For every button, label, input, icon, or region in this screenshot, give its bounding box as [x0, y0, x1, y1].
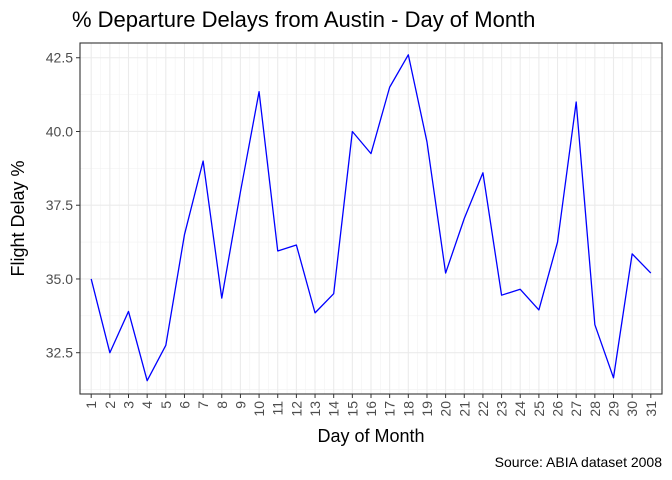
x-tick-label: 4 [139, 401, 155, 409]
x-tick-label: 13 [307, 401, 323, 417]
x-tick-label: 19 [419, 401, 435, 417]
x-tick-label: 5 [158, 401, 174, 409]
x-tick-label: 8 [214, 401, 230, 409]
plot-panel [79, 42, 663, 395]
x-tick-label: 12 [288, 401, 304, 417]
x-tick-label: 23 [494, 401, 510, 417]
y-tick-label: 32.5 [46, 345, 73, 361]
x-tick-label: 18 [400, 401, 416, 417]
x-tick-label: 6 [176, 401, 192, 409]
chart-caption: Source: ABIA dataset 2008 [495, 454, 663, 470]
x-tick-label: 11 [270, 401, 286, 416]
series-layer [90, 54, 652, 382]
y-tick-label: 37.5 [46, 197, 73, 213]
y-tick-label: 40.0 [46, 123, 73, 139]
x-tick-label: 14 [326, 401, 342, 417]
x-tick-label: 1 [83, 401, 99, 409]
x-tick-label: 21 [456, 401, 472, 417]
x-tick-label: 31 [643, 401, 659, 417]
x-tick-label: 30 [624, 401, 640, 417]
x-tick-label: 17 [382, 401, 398, 417]
grid [80, 43, 662, 394]
x-tick-label: 24 [512, 401, 528, 417]
y-axis: 32.5 35.0 37.5 40.0 42.5 [46, 50, 80, 361]
x-tick-label: 3 [121, 401, 137, 409]
x-tick-label: 28 [587, 401, 603, 417]
x-tick-label: 9 [232, 401, 248, 409]
x-tick-label: 15 [344, 401, 360, 417]
x-tick-label: 7 [195, 401, 211, 409]
x-tick-label: 20 [438, 401, 454, 417]
x-axis-title: Day of Month [317, 426, 424, 446]
y-tick-label: 35.0 [46, 271, 73, 287]
x-tick-label: 27 [568, 401, 584, 417]
x-tick-label: 25 [531, 401, 547, 417]
chart-title: % Departure Delays from Austin - Day of … [72, 7, 535, 32]
x-tick-label: 2 [102, 401, 118, 409]
y-tick-label: 42.5 [46, 50, 73, 66]
x-axis: 1 2 3 4 5 6 7 8 9 10 11 12 13 14 15 16 17 18 19 20 21 22 23 24 2… [83, 394, 659, 417]
x-tick-label: 10 [251, 401, 267, 417]
x-tick-label: 16 [363, 401, 379, 417]
y-axis-title: Flight Delay % [8, 160, 28, 276]
x-tick-label: 22 [475, 401, 491, 417]
x-tick-label: 29 [606, 401, 622, 417]
x-tick-label: 26 [550, 401, 566, 417]
